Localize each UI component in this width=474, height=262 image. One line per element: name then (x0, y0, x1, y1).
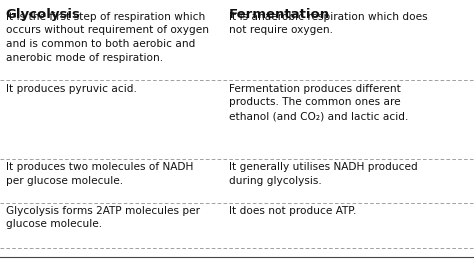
Text: It produces pyruvic acid.: It produces pyruvic acid. (6, 84, 137, 94)
Text: Glycolysis: Glycolysis (6, 8, 81, 21)
Text: It does not produce ATP.: It does not produce ATP. (229, 206, 356, 216)
Text: It is anaerobic respiration which does
not require oxygen.: It is anaerobic respiration which does n… (229, 12, 428, 35)
Text: Fermentation: Fermentation (229, 8, 330, 21)
Text: It produces two molecules of NADH
per glucose molecule.: It produces two molecules of NADH per gl… (6, 162, 193, 186)
Text: Glycolysis forms 2ATP molecules per
glucose molecule.: Glycolysis forms 2ATP molecules per gluc… (6, 206, 200, 229)
Text: Fermentation produces different
products. The common ones are
ethanol (and CO₂) : Fermentation produces different products… (229, 84, 408, 121)
Text: It generally utilises NADH produced
during glycolysis.: It generally utilises NADH produced duri… (229, 162, 418, 186)
Text: It is the first step of respiration which
occurs without requirement of oxygen
a: It is the first step of respiration whic… (6, 12, 209, 63)
